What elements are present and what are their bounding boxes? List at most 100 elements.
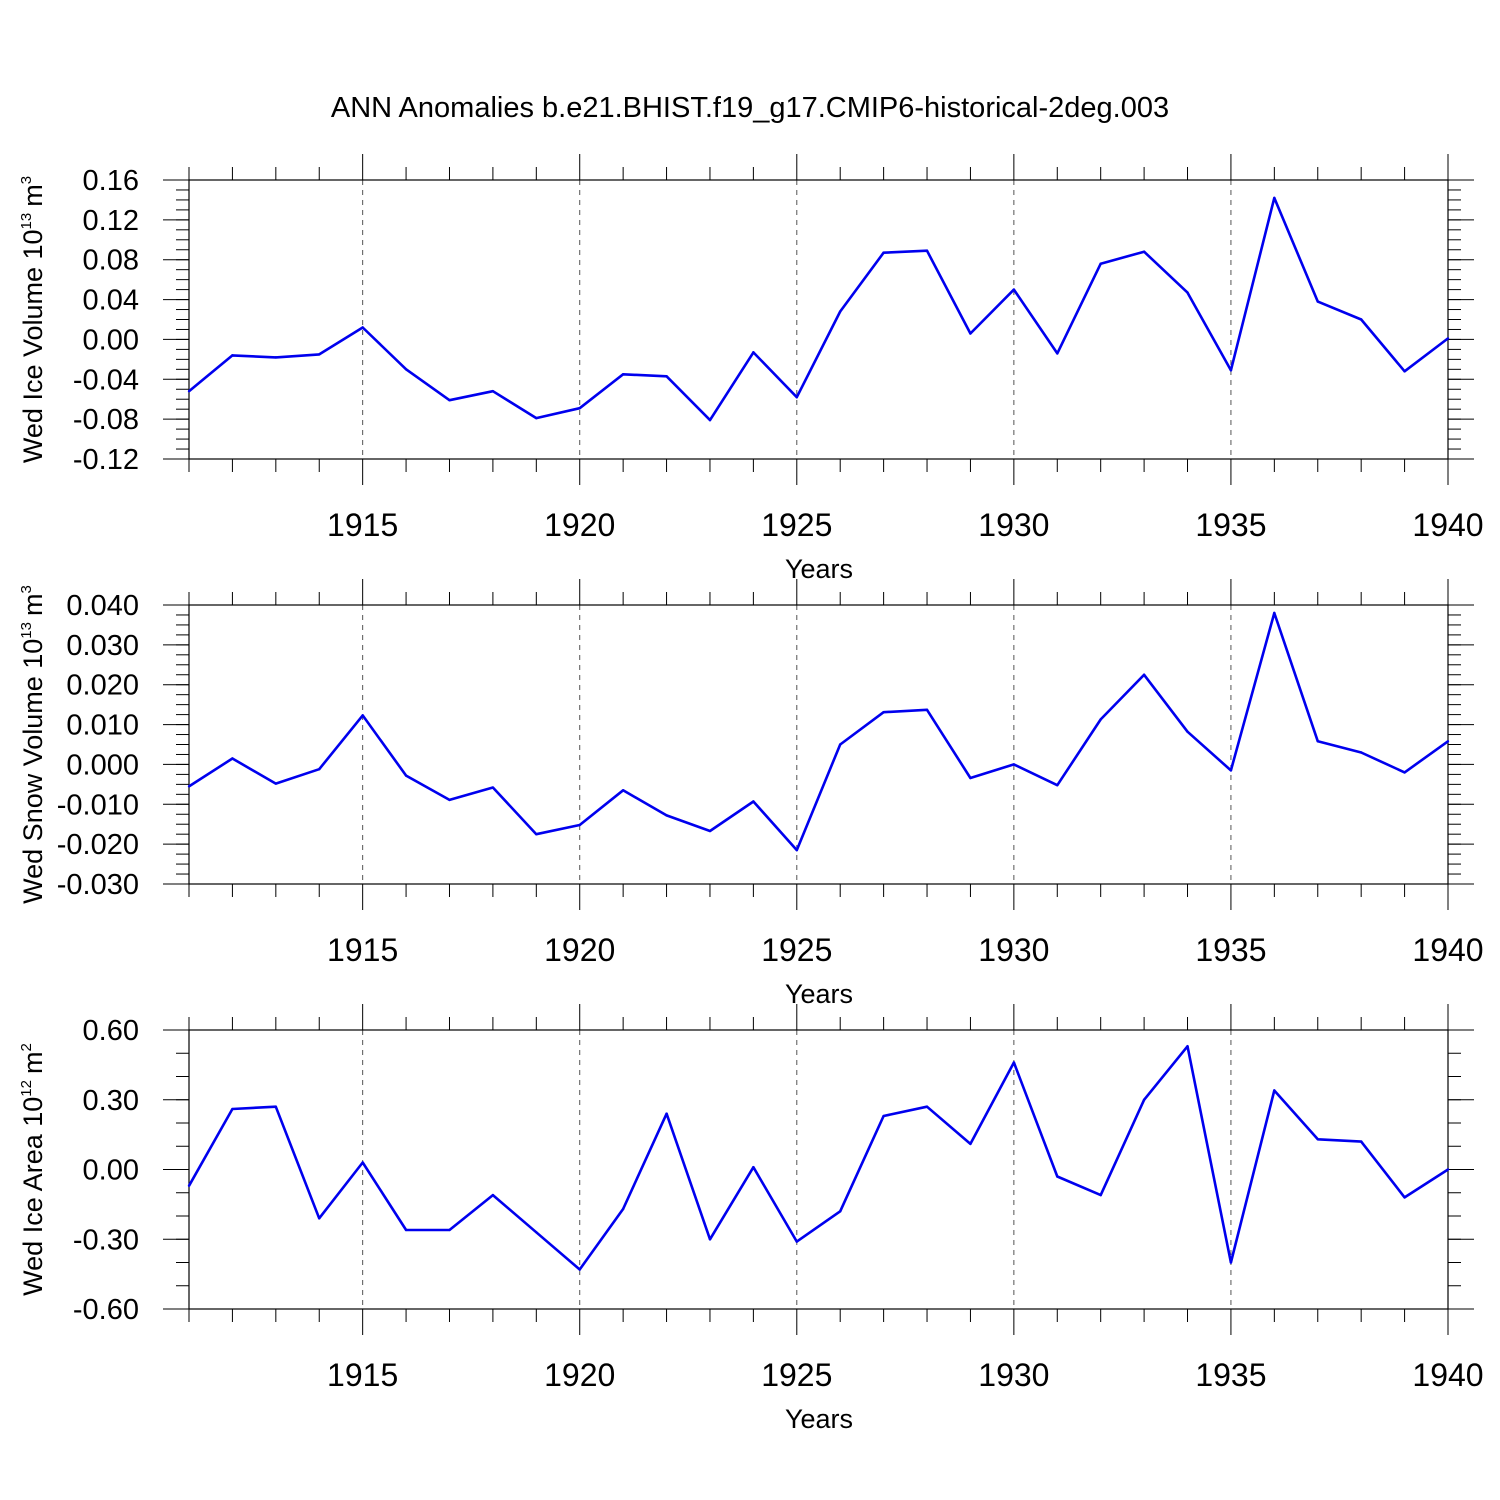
data-point (361, 326, 364, 329)
y-tick-label: 0.000 (66, 749, 139, 781)
y-tick-label: -0.12 (73, 444, 139, 476)
data-point (1359, 751, 1363, 754)
data-point (231, 354, 234, 357)
x-tick-label: 1930 (978, 932, 1049, 968)
data-point (1142, 250, 1146, 253)
data-point (361, 1161, 364, 1164)
data-point (1099, 718, 1102, 721)
data-point (187, 1184, 191, 1187)
y-tick-label: -0.04 (73, 364, 139, 396)
x-tick-label: 1940 (1412, 1357, 1483, 1393)
panel-1: -0.12 -0.08 -0.04 0.00 0.04 0.08 0.12 0.16 1915 1… (18, 154, 1484, 584)
data-point (535, 1231, 538, 1234)
y-tick-label: 0.60 (83, 1015, 139, 1047)
data-point (1446, 337, 1450, 340)
data-point (1142, 1098, 1146, 1101)
y-axis-label-main: Wed Ice Volume 10 (18, 229, 48, 463)
data-point (1446, 1168, 1450, 1171)
chart-panels: -0.12 -0.08 -0.04 0.00 0.04 0.08 0.12 0.16 1915 1… (18, 154, 1484, 1434)
y-tick-label: 0.08 (83, 245, 139, 277)
x-tick-label: 1915 (327, 932, 398, 968)
data-point (839, 310, 842, 313)
data-point (969, 332, 972, 335)
y-axis-label: Wed Snow Volume 1013 m3 (18, 585, 48, 904)
y-axis-label-unit: m (18, 593, 48, 616)
data-point (1186, 1045, 1189, 1048)
data-point (1359, 318, 1363, 321)
data-point (708, 418, 712, 422)
data-point (1359, 1140, 1363, 1143)
y-tick-label: 0.12 (83, 205, 139, 237)
data-point (1273, 1089, 1276, 1092)
data-point (491, 786, 495, 789)
x-tick-label: 1925 (761, 1357, 832, 1393)
y-tick-label: 0.030 (66, 630, 139, 662)
y-axis-label: Wed Ice Volume 1013 m3 (18, 176, 48, 463)
data-point (231, 1107, 234, 1111)
x-tick-label: 1915 (327, 507, 398, 543)
data-point (578, 406, 581, 410)
x-tick-label: 1915 (327, 1357, 398, 1393)
x-tick-label: 1935 (1195, 1357, 1266, 1393)
y-axis-label-exponent: 13 (18, 622, 35, 639)
data-point (1012, 288, 1016, 291)
data-point (578, 823, 581, 827)
y-tick-label: 0.040 (66, 590, 139, 622)
y-tick-label: -0.30 (73, 1224, 139, 1256)
data-point (1056, 1175, 1059, 1178)
data-point (665, 1112, 668, 1115)
data-point (1403, 370, 1406, 373)
data-point (882, 1114, 885, 1118)
data-point (318, 353, 321, 356)
data-point (187, 785, 191, 788)
data-point (839, 743, 842, 746)
data-point (1099, 1193, 1102, 1197)
data-point (708, 1238, 712, 1241)
data-point (752, 351, 755, 354)
data-point (231, 757, 234, 760)
data-point (1142, 673, 1146, 676)
data-point (1229, 369, 1233, 372)
panel-3: -0.60 -0.30 0.00 0.30 0.60 1915 1920 1925 1930 19… (18, 1004, 1484, 1434)
y-axis-label-main: Wed Ice Area 10 (18, 1097, 48, 1296)
y-axis-label-unit-exponent: 2 (18, 1043, 35, 1051)
data-point (925, 249, 929, 252)
data-point (448, 399, 451, 402)
data-point (1186, 730, 1189, 733)
x-tick-label: 1935 (1195, 932, 1266, 968)
data-point (535, 832, 538, 836)
panel-2: -0.030 -0.020 -0.010 0.000 0.010 0.020 0.030 0.… (18, 579, 1484, 1009)
data-point (795, 848, 798, 852)
data-point (1446, 740, 1450, 743)
data-point (1012, 763, 1016, 766)
y-tick-label: 0.020 (66, 670, 139, 702)
data-point (187, 390, 191, 393)
data-point (361, 714, 364, 717)
x-tick-label: 1940 (1412, 507, 1483, 543)
data-point (1316, 300, 1319, 303)
data-point (752, 800, 755, 803)
y-axis-label-main: Wed Snow Volume 10 (18, 639, 48, 904)
data-point (491, 1193, 495, 1197)
data-point (1273, 196, 1276, 200)
data-point (1273, 611, 1276, 615)
data-point (404, 368, 408, 371)
data-point (621, 373, 625, 376)
y-tick-label: 0.010 (66, 710, 139, 742)
x-tick-label: 1930 (978, 1357, 1049, 1393)
data-point (795, 396, 798, 399)
data-point (795, 1240, 798, 1243)
x-axis-label: Years (785, 1404, 853, 1434)
y-axis-label-unit-exponent: 3 (18, 585, 35, 593)
data-point (1056, 352, 1059, 355)
series-line (188, 611, 1449, 852)
data-point (274, 356, 278, 359)
data-point (1403, 771, 1406, 774)
y-tick-label: 0.04 (83, 285, 139, 317)
y-axis-label-unit: m (18, 184, 48, 207)
y-axis-label-exponent: 13 (18, 213, 35, 230)
data-point (752, 1165, 755, 1169)
data-point (1316, 740, 1319, 743)
plot-frame (188, 179, 1449, 460)
data-point (969, 776, 972, 780)
